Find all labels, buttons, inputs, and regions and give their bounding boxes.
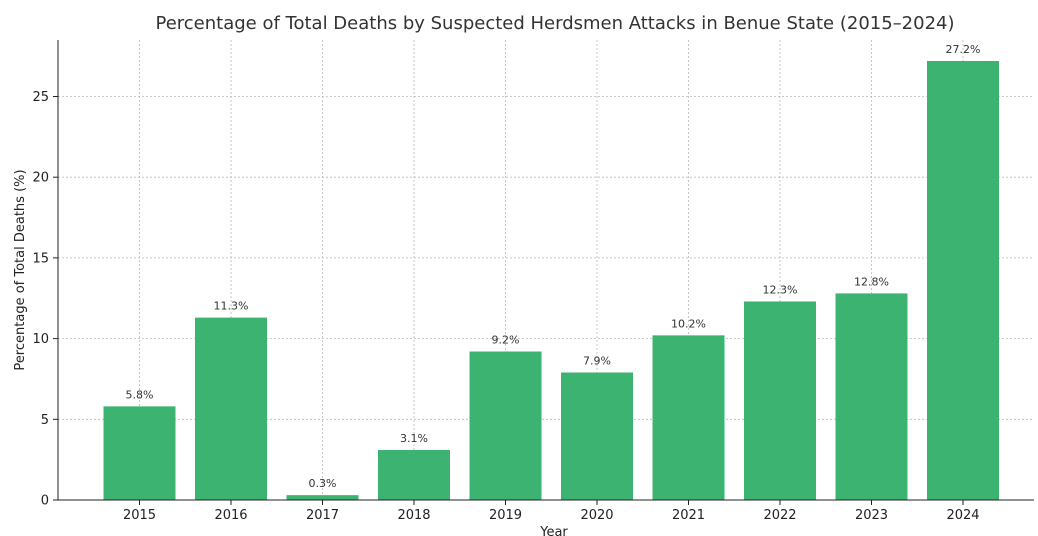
x-tick-label-2017: 2017 — [306, 508, 339, 523]
data-label-2016: 11.3% — [214, 300, 249, 313]
x-axis-ticks: 2015 2016 2017 2018 2019 2020 2021 2022 2023 2024 — [123, 500, 980, 523]
bar-2021 — [652, 335, 725, 500]
bar-2016 — [195, 317, 267, 500]
bar-2023 — [835, 293, 908, 500]
bar-2020 — [561, 372, 633, 500]
data-label-2023: 12.8% — [854, 275, 889, 288]
y-axis-ticks: 0 5 10 15 20 25 — [32, 90, 58, 509]
bar-2015 — [103, 406, 176, 500]
x-tick-label-2022: 2022 — [763, 508, 796, 523]
x-axis-label: Year — [539, 525, 568, 536]
bar-2018 — [378, 449, 450, 500]
data-label-2018: 3.1% — [400, 432, 428, 445]
chart-title: Percentage of Total Deaths by Suspected … — [155, 13, 954, 34]
x-tick-label-2015: 2015 — [123, 508, 156, 523]
bar-2022 — [744, 301, 816, 500]
data-label-2020: 7.9% — [583, 354, 611, 367]
y-tick-label: 20 — [32, 171, 49, 186]
data-labels: 5.8% 11.3% 0.3% 3.1% 9.2% 7.9% 10.2% 12.3% 12.8%… — [126, 43, 981, 490]
x-tick-label-2016: 2016 — [214, 508, 247, 523]
bar-2019 — [469, 351, 542, 500]
y-tick-label: 0 — [41, 494, 49, 509]
x-tick-label-2021: 2021 — [672, 508, 705, 523]
data-label-2021: 10.2% — [671, 317, 706, 330]
bar-2024 — [927, 60, 999, 501]
data-label-2015: 5.8% — [126, 388, 154, 401]
bars — [103, 60, 999, 501]
y-axis-label: Percentage of Total Deaths (%) — [13, 169, 28, 370]
x-tick-label-2019: 2019 — [489, 508, 522, 523]
data-label-2022: 12.3% — [763, 283, 798, 296]
x-tick-label-2020: 2020 — [580, 508, 613, 523]
y-tick-label: 25 — [32, 90, 49, 105]
data-label-2017: 0.3% — [309, 477, 337, 490]
data-label-2024: 27.2% — [946, 43, 981, 56]
x-tick-label-2024: 2024 — [946, 508, 979, 523]
y-tick-label: 10 — [32, 332, 49, 347]
bar-2017 — [286, 495, 359, 500]
x-tick-label-2023: 2023 — [855, 508, 888, 523]
y-tick-label: 5 — [41, 413, 49, 428]
y-tick-label: 15 — [32, 251, 49, 266]
x-tick-label-2018: 2018 — [397, 508, 430, 523]
data-label-2019: 9.2% — [492, 334, 520, 347]
